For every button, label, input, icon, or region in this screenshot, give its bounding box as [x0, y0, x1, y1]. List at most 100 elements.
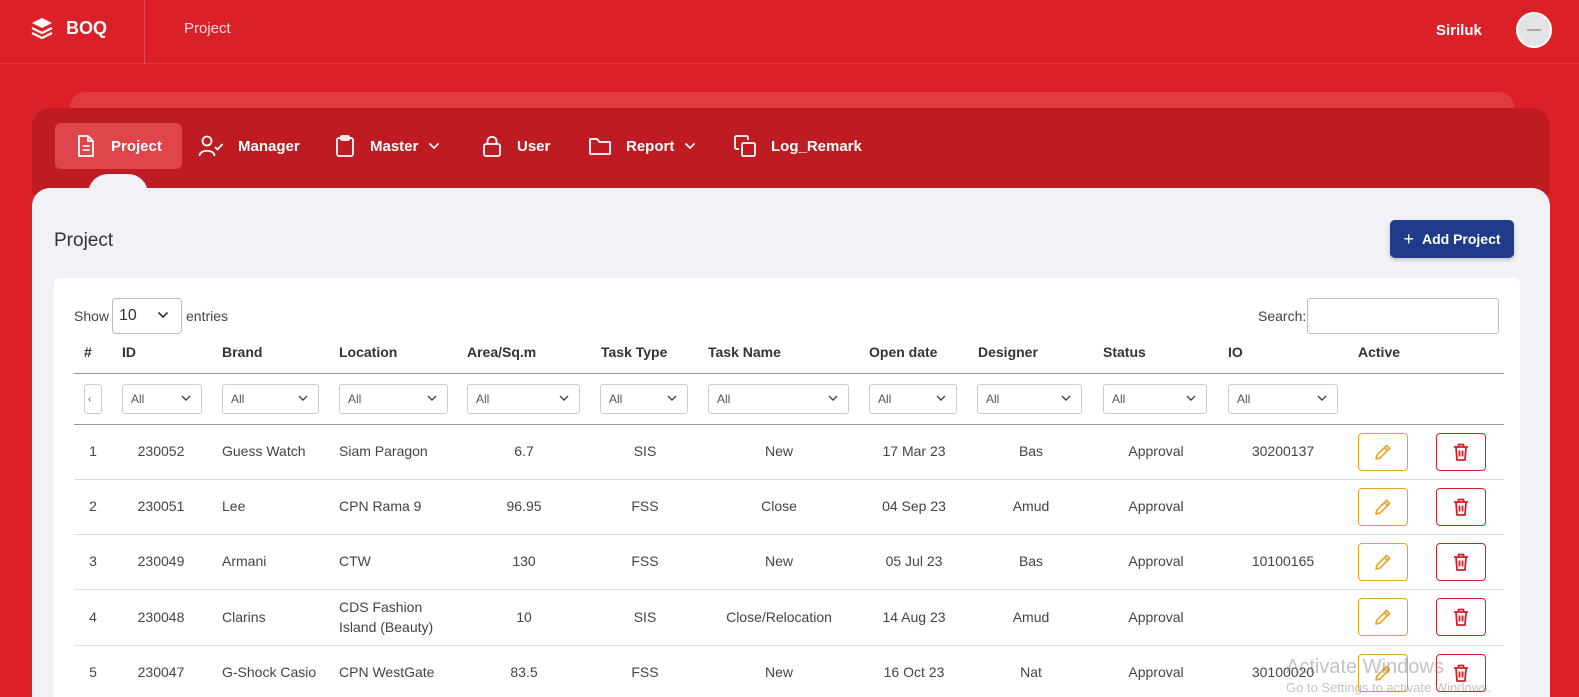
page-size-select[interactable]: 10	[112, 298, 182, 334]
filter-location[interactable]: All	[339, 384, 448, 414]
nav-manager[interactable]: Manager	[178, 123, 320, 169]
nav-master[interactable]: Master	[314, 123, 460, 169]
pencil-icon	[1375, 609, 1391, 625]
pencil-icon	[1375, 444, 1391, 460]
delete-button[interactable]	[1436, 654, 1486, 692]
activate-windows-title: Activate Windows	[1286, 656, 1444, 678]
cell-area: 10	[516, 609, 532, 625]
top-bar: BOQ Project Siriluk	[0, 0, 1579, 64]
edit-button[interactable]	[1358, 598, 1408, 636]
entries-label: entries	[186, 308, 229, 324]
cell-designer: Amud	[1012, 609, 1050, 625]
cell-no: 4	[89, 609, 97, 625]
filter-id[interactable]: All	[122, 384, 202, 414]
chevron-down-icon	[181, 395, 191, 401]
brand-name: BOQ	[66, 17, 108, 38]
add-project-button[interactable]: + Add Project	[1390, 220, 1514, 258]
nav-manager-label: Manager	[238, 137, 300, 155]
filter-designer-value: All	[986, 392, 1000, 406]
chevron-down-icon	[828, 395, 838, 401]
filter-task-name[interactable]: All	[708, 384, 849, 414]
filter-status[interactable]: All	[1103, 384, 1207, 414]
filter-open-date[interactable]: All	[869, 384, 957, 414]
folder-icon	[589, 138, 611, 155]
cell-location: CDS Fashion	[339, 599, 423, 615]
column-header-no[interactable]: #	[84, 344, 92, 360]
search-label: Search:	[1258, 308, 1307, 324]
filter-no[interactable]: ‹	[84, 384, 102, 414]
nav-user[interactable]: User	[461, 123, 570, 169]
cell-task-name: New	[764, 553, 794, 569]
nav-report[interactable]: Report	[568, 123, 716, 169]
cell-area: 83.5	[510, 664, 538, 680]
column-header-status[interactable]: Status	[1103, 344, 1146, 360]
cell-location: CTW	[339, 553, 371, 569]
cell-location: CPN Rama 9	[339, 498, 422, 514]
cell-no: 5	[89, 664, 97, 680]
header-divider	[74, 373, 1504, 374]
column-header-task-type[interactable]: Task Type	[601, 344, 668, 360]
filter-io-value: All	[1237, 392, 1251, 406]
cell-task-name: New	[764, 664, 794, 680]
cell-open-date: 16 Oct 23	[883, 664, 945, 680]
delete-button[interactable]	[1436, 543, 1486, 581]
filter-id-value: All	[131, 392, 145, 406]
column-header-area[interactable]: Area/Sq.m	[467, 344, 537, 360]
edit-button[interactable]	[1358, 433, 1408, 471]
filter-task-type-value: All	[609, 392, 623, 406]
cell-io: 30100020	[1251, 664, 1315, 680]
cell-io: 30200137	[1251, 443, 1315, 459]
avatar[interactable]	[1516, 12, 1552, 48]
delete-button[interactable]	[1436, 488, 1486, 526]
filter-designer[interactable]: All	[977, 384, 1082, 414]
chevron-down-icon	[298, 395, 308, 401]
layers-icon	[31, 18, 53, 40]
trash-icon	[1454, 664, 1468, 682]
filter-status-value: All	[1112, 392, 1126, 406]
column-header-open-date[interactable]: Open date	[869, 344, 938, 360]
column-header-id[interactable]: ID	[122, 344, 136, 360]
column-header-designer[interactable]: Designer	[978, 344, 1038, 360]
edit-button[interactable]	[1358, 488, 1408, 526]
filter-open-date-value: All	[878, 392, 892, 406]
column-header-task-name[interactable]: Task Name	[708, 344, 781, 360]
cell-brand: Clarins	[222, 609, 266, 625]
cell-designer: Amud	[1012, 498, 1050, 514]
filter-task-type[interactable]: All	[600, 384, 688, 414]
cell-brand: Armani	[222, 553, 267, 569]
cell-id: 230047	[137, 664, 185, 680]
nav-project[interactable]: Project	[55, 123, 182, 169]
cell-task-name: New	[764, 443, 794, 459]
cell-brand: G-Shock Casio	[222, 664, 317, 680]
cell-no: 1	[89, 443, 97, 459]
delete-button[interactable]	[1436, 598, 1486, 636]
filter-brand[interactable]: All	[222, 384, 319, 414]
nav-log-remark[interactable]: Log_Remark	[713, 123, 882, 169]
cell-location: Siam Paragon	[339, 443, 428, 459]
cell-no: 3	[89, 553, 97, 569]
page-title: Project	[54, 230, 114, 251]
edit-button[interactable]	[1358, 654, 1408, 692]
plus-icon: +	[1403, 228, 1414, 249]
column-header-brand[interactable]: Brand	[222, 344, 263, 360]
brand-logo[interactable]: BOQ	[30, 16, 107, 40]
user-name[interactable]: Siriluk	[1436, 22, 1482, 39]
filter-area-value: All	[476, 392, 490, 406]
search-input[interactable]	[1307, 298, 1499, 334]
filter-task-name-value: All	[717, 392, 731, 406]
filter-brand-value: All	[231, 392, 245, 406]
filter-area[interactable]: All	[467, 384, 580, 414]
column-header-io[interactable]: IO	[1228, 344, 1243, 360]
cell-designer: Bas	[1018, 553, 1044, 569]
column-header-location[interactable]: Location	[339, 344, 398, 360]
delete-button[interactable]	[1436, 433, 1486, 471]
chevron-down-icon	[936, 395, 946, 401]
row-divider	[74, 589, 1504, 590]
filter-io[interactable]: All	[1228, 384, 1338, 414]
cell-status: Approval	[1128, 664, 1184, 680]
cell-id: 230049	[137, 553, 185, 569]
edit-button[interactable]	[1358, 543, 1408, 581]
trash-icon	[1454, 553, 1468, 571]
breadcrumb: Project	[184, 20, 231, 37]
cell-designer: Bas	[1018, 443, 1044, 459]
